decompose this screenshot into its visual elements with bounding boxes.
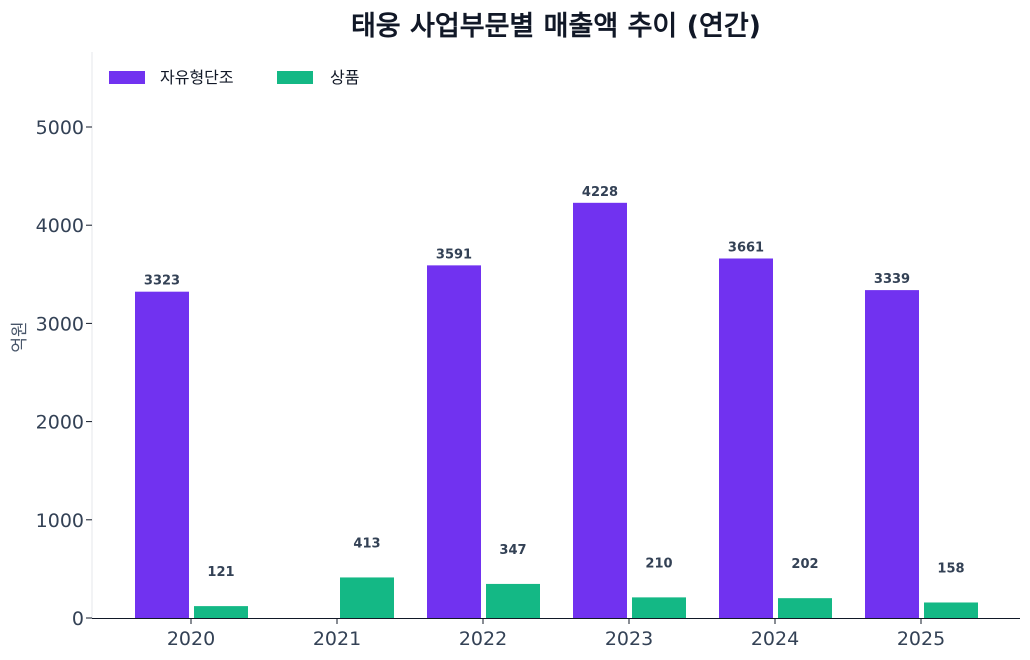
y-tick-label: 0 [72,608,84,630]
x-ticks: 2020 2021 2022 2023 2024 2025 [167,618,945,650]
y-tick-label: 3000 [36,313,84,335]
x-tick-label: 2024 [751,628,799,650]
bar-forging [427,265,481,618]
y-axis-label: 억원 [10,321,30,352]
y-tick-label: 2000 [36,412,84,434]
bar-goods [924,602,978,618]
x-tick-label: 2025 [897,628,945,650]
data-label: 347 [499,543,526,558]
data-label: 3339 [874,272,910,287]
chart-title: 태웅 사업부문별 매출액 추이 (연간) [351,11,761,42]
data-label: 121 [207,565,234,580]
bar-goods [632,597,686,618]
data-label: 3591 [436,247,472,262]
x-tick-label: 2021 [313,628,361,650]
data-labels: 3323 3591 4228 3661 3339 121 413 347 210 202 158 [144,185,965,580]
legend-swatch-forging [109,71,145,84]
data-label: 4228 [582,185,618,200]
data-label: 3323 [144,274,180,289]
bar-goods [340,577,394,618]
bar-goods [194,606,248,618]
legend-label-forging: 자유형단조 [160,68,234,87]
legend-swatch-goods [277,71,313,84]
bar-forging [573,202,627,618]
y-ticks: 0 1000 2000 3000 4000 5000 [36,117,92,630]
y-tick-label: 4000 [36,215,84,237]
bar-forging [719,258,773,618]
data-label: 158 [937,561,964,576]
data-label: 202 [791,557,818,572]
x-tick-label: 2022 [459,628,507,650]
bar-forging [135,291,189,618]
legend-label-goods: 상품 [330,68,359,87]
bars [135,202,978,618]
y-tick-label: 1000 [36,510,84,532]
data-label: 3661 [728,240,764,255]
x-tick-label: 2020 [167,628,215,650]
legend: 자유형단조 상품 [109,68,359,87]
bar-goods [486,583,540,618]
data-label: 210 [645,556,672,571]
bar-goods [778,598,832,618]
x-tick-label: 2023 [605,628,653,650]
bar-forging [865,290,919,618]
data-label: 413 [353,536,380,551]
y-tick-label: 5000 [36,117,84,139]
